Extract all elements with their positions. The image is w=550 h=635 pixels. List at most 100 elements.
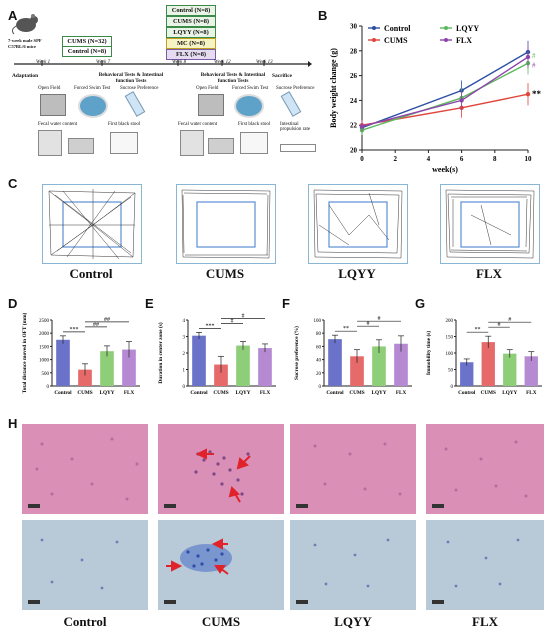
y-axis-label: Duration in center zone (s) (157, 322, 164, 383)
legend-marker (444, 38, 448, 42)
open-field-label-2: Open Field (196, 86, 219, 91)
stacked-box-cums: CUMS (N=8) (166, 16, 216, 27)
y-tick-label: 100 (314, 319, 322, 324)
week-7-label: Week 7 (96, 60, 111, 65)
track-path-cums (181, 189, 271, 259)
significance-label: ** (475, 327, 481, 333)
panel-label-b: B (318, 8, 328, 23)
bar-control (56, 339, 70, 386)
x-tick-label: CUMS (77, 390, 92, 396)
panel-label-e: E (145, 296, 154, 311)
nissl-image-control (22, 520, 148, 610)
x-tick-label: FLX (260, 390, 271, 396)
x-tick-label: LQYY (372, 390, 387, 396)
y-tick-label: 26 (350, 72, 358, 80)
x-tick-label: LQYY (502, 390, 517, 396)
y-tick-label: 4 (183, 319, 186, 324)
bar-lqyy (372, 346, 386, 386)
he-image-control (22, 424, 148, 514)
week-13-label: Week 13 (256, 60, 273, 65)
forced-swim-label-1: Forced Swim Test (74, 86, 111, 91)
fecal-water-label-2: Fecal water content (178, 122, 218, 127)
bar-flx (394, 343, 408, 386)
track-path-control (48, 189, 136, 260)
panel-label-h: H (8, 416, 18, 431)
significance-label: # (498, 322, 501, 328)
y-tick-label: 0 (47, 385, 50, 390)
scale-icon (68, 138, 94, 154)
test-icons-group-1: Open Field Forced Swim Test Sucrose Pref… (34, 86, 164, 166)
track-box-flx (440, 184, 540, 264)
y-tick-label: 2000 (39, 332, 50, 337)
stacked-box-flx: FLX (N=8) (166, 49, 216, 60)
y-tick-label: 1 (183, 369, 186, 374)
y-tick-label: 28 (350, 47, 358, 55)
week-1-label: Week 1 (36, 60, 51, 65)
track-path-flx (445, 189, 535, 259)
he-image-cums (158, 424, 284, 514)
oven-icon (38, 130, 62, 156)
track-box-cums (176, 184, 276, 264)
panel-f-bar-chart: 0 20 40 60 80 100 Sucrose preference (%) Contro… (293, 316, 412, 396)
data-point-flx (459, 98, 464, 103)
legend-label: Control (384, 24, 411, 33)
x-tick-label: Control (326, 390, 344, 396)
forced-swim-label-2: Forced Swim Test (232, 86, 269, 91)
open-field-arena-icon (40, 94, 66, 116)
bar-lqyy (503, 353, 517, 386)
x-tick-label: 6 (460, 155, 464, 163)
panel-label-c: C (8, 176, 18, 191)
tests-label-1: Behavioral Tests & Intestinal function T… (98, 72, 164, 84)
mouse-icon (12, 14, 38, 35)
group-label-h-control: Control (63, 614, 107, 629)
swim-tank-icon-2 (234, 94, 264, 118)
open-field-arena-icon-2 (198, 94, 224, 116)
group-label-c-control: Control (69, 266, 113, 281)
bar-lqyy (100, 351, 114, 386)
fecal-water-label-1: Fecal water content (38, 122, 78, 127)
he-image-flx (426, 424, 544, 514)
cage-icon (110, 132, 138, 154)
bar-flx (122, 349, 136, 386)
series-line-control (361, 51, 529, 129)
intestinal-propulsion-label: Intestinal propulsion rate (280, 122, 311, 132)
panel-g-bar-chart: 0 50 100 150 200 Immobility time (s) Control CU… (425, 317, 542, 396)
panel-e-bar-chart: 0 1 2 3 4 Duration in center zone (s) Control C… (157, 313, 276, 396)
x-tick-label: 4 (427, 155, 431, 163)
y-tick-label: 2 (183, 352, 186, 357)
week-12-label: Week 12 (214, 60, 231, 65)
significance-label: # (378, 316, 381, 322)
group-label-h-cums: CUMS (201, 614, 241, 629)
x-tick-label: 0 (360, 155, 364, 163)
y-tick-label: 1000 (39, 359, 50, 364)
bar-control (192, 335, 206, 386)
panel-d-bar-chart: 0 500 1000 1500 2000 2500 Total distance moved… (21, 312, 140, 396)
group-label-c-lqyy: LQYY (338, 266, 376, 281)
legend-marker (372, 38, 376, 42)
x-tick-label: CUMS (349, 390, 364, 396)
first-black-stool-label-2: First black stool (238, 122, 271, 127)
cage-icon-2 (240, 132, 268, 154)
x-tick-label: CUMS (481, 390, 496, 396)
track-box-lqyy (308, 184, 408, 264)
y-tick-label: 3 (183, 336, 186, 341)
panel-label-f: F (282, 296, 290, 311)
y-tick-label: 1500 (39, 345, 50, 350)
legend-marker (372, 26, 376, 30)
bar-cums (481, 342, 495, 386)
panel-label-a: A (8, 8, 18, 23)
first-black-stool-label-1: First black stool (108, 122, 141, 127)
significance-label: # (508, 317, 511, 323)
stacked-box-mc: MC (N=8) (166, 38, 216, 49)
bar-cums (78, 369, 92, 386)
significance-label: # (367, 321, 370, 327)
y-tick-label: 500 (42, 372, 50, 377)
test-icons-group-2: Open Field Forced Swim Test Sucrose Pref… (176, 86, 316, 166)
data-point-flx (525, 54, 531, 60)
sucrose-label-1: Sucrose Preference (120, 86, 159, 91)
water-bottle-icon (124, 91, 146, 117)
sacrifice-label: Sacrifice (272, 73, 293, 79)
track-box-control (42, 184, 142, 264)
group-label-h-lqyy: LQYY (334, 614, 372, 629)
